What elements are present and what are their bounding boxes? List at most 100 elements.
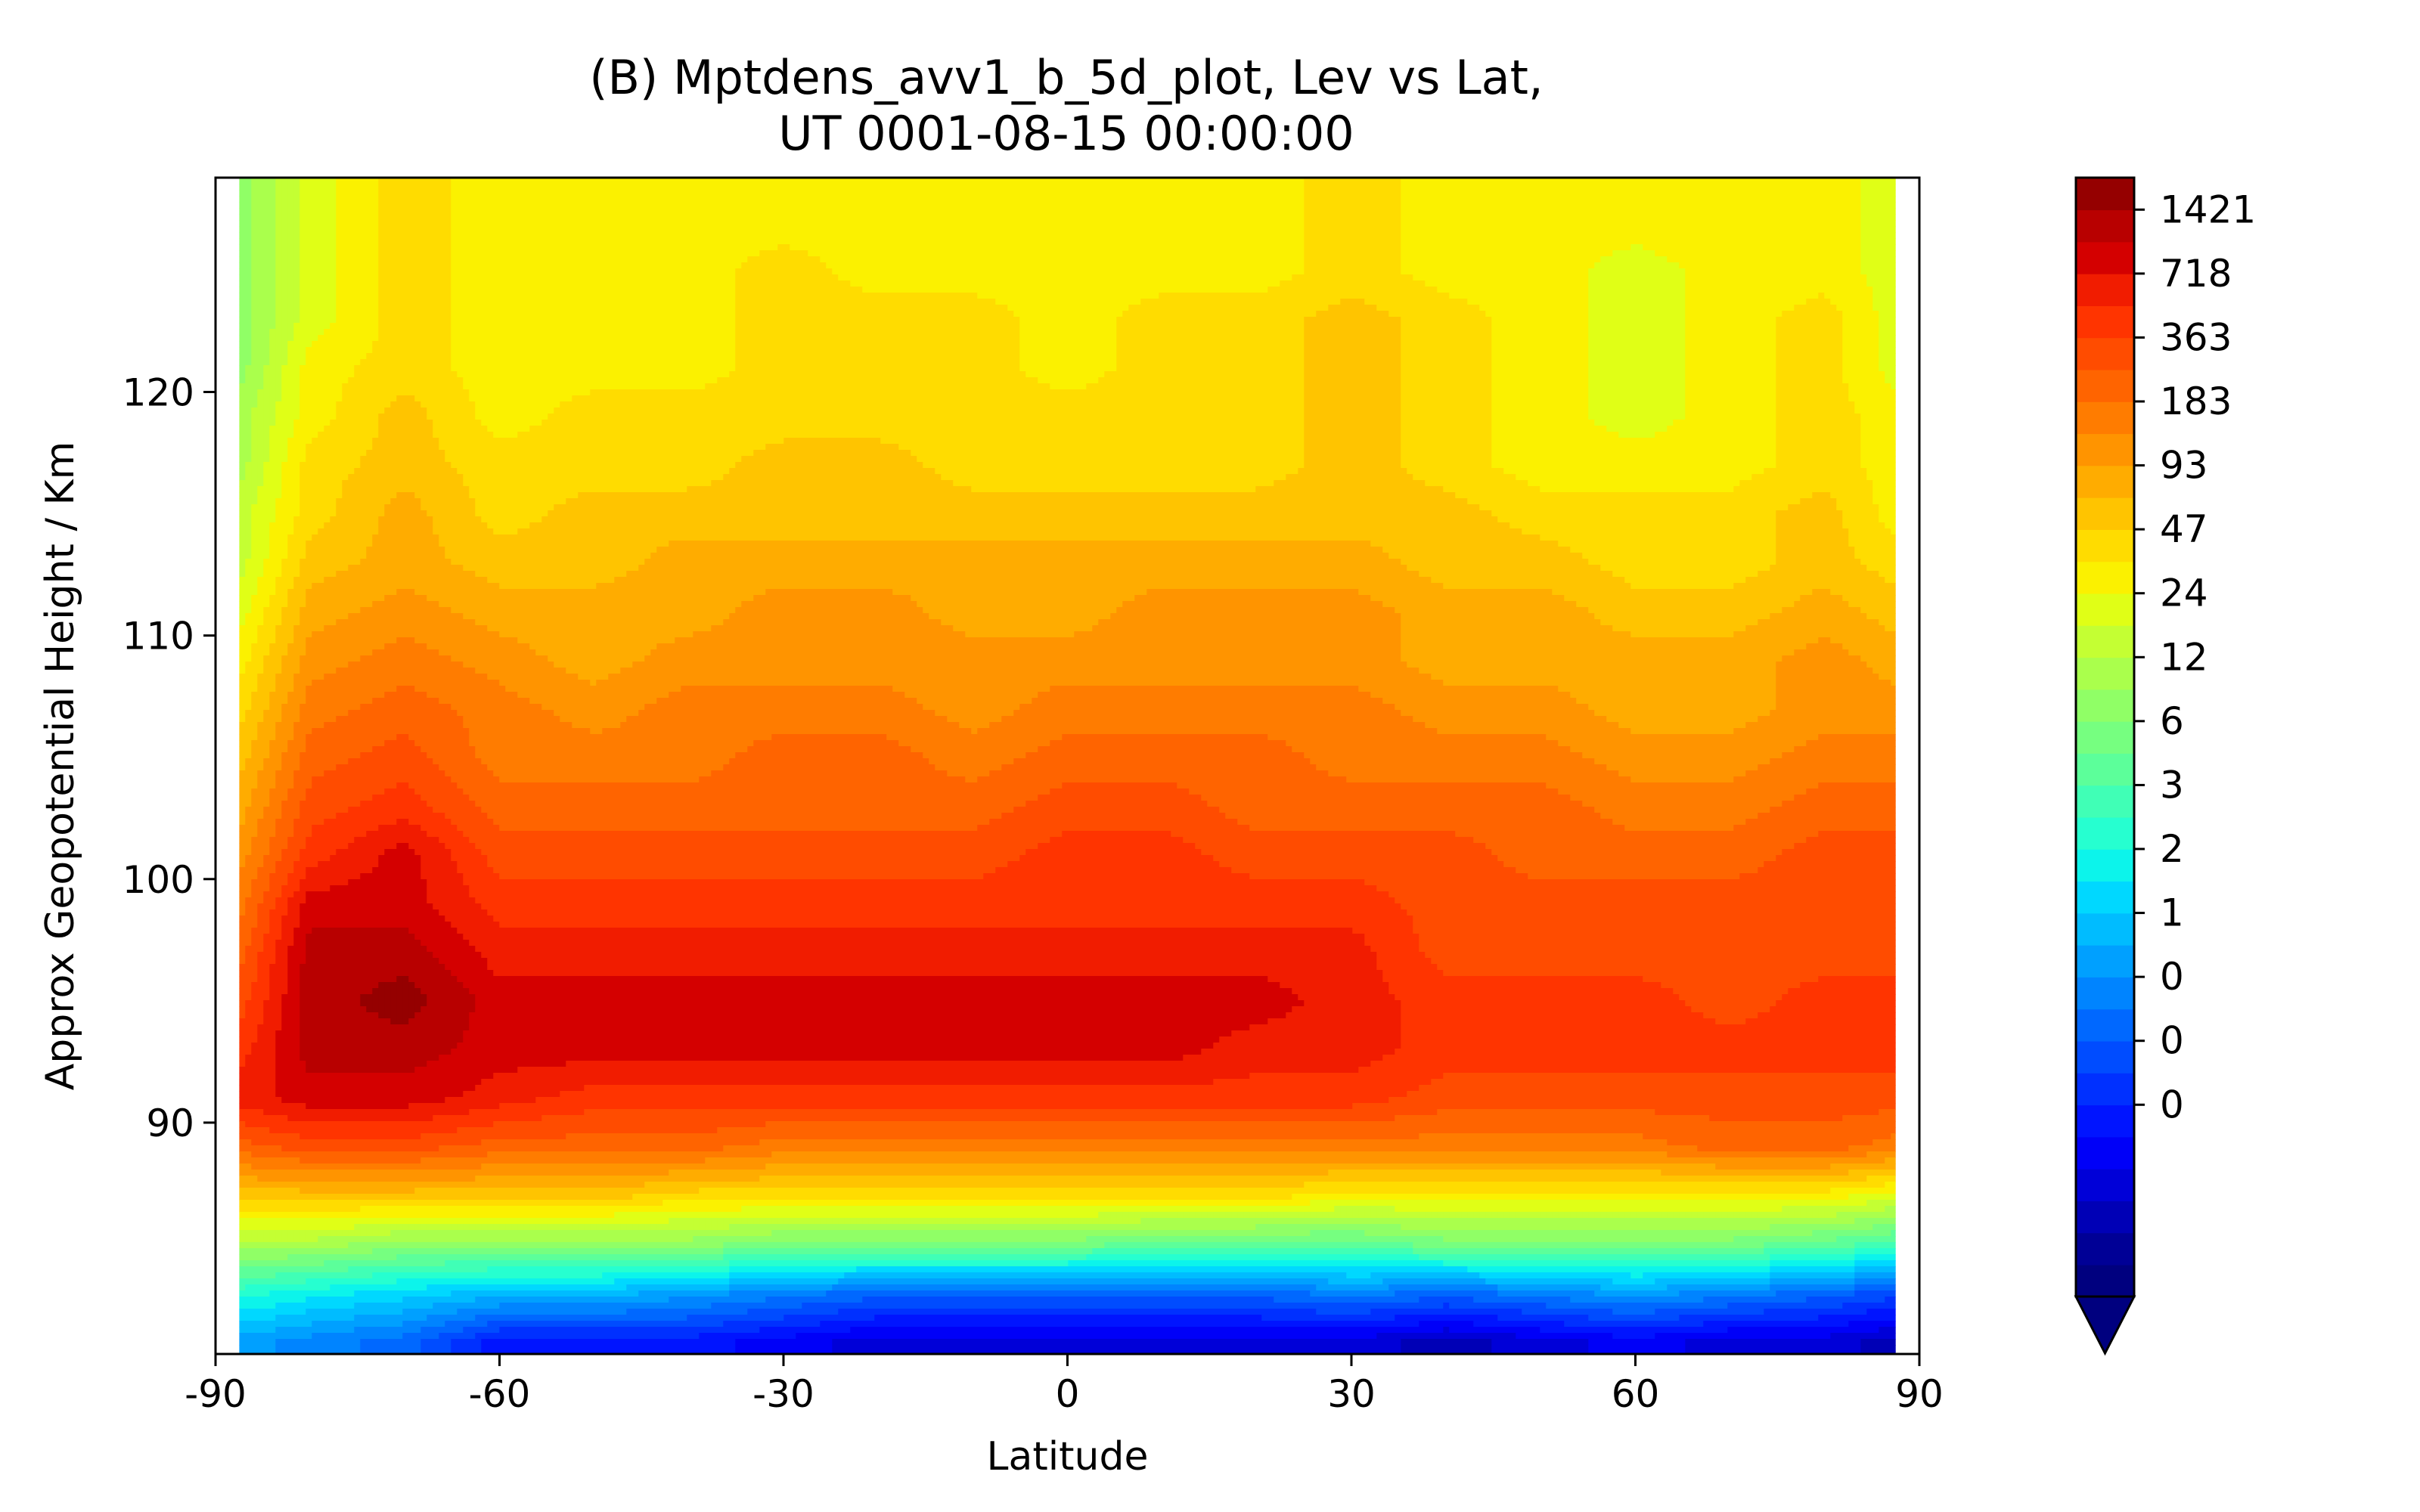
- contour-cell: [1413, 220, 1419, 227]
- contour-cell: [759, 202, 766, 209]
- contour-cell: [1225, 238, 1232, 245]
- contour-cell: [632, 208, 639, 215]
- contour-cell: [1128, 208, 1135, 215]
- contour-cell: [1340, 226, 1347, 233]
- contour-cell: [705, 190, 712, 197]
- contour-cell: [796, 238, 802, 245]
- contour-cell: [1419, 238, 1426, 245]
- contour-cell: [1431, 256, 1438, 263]
- contour-cell: [318, 244, 324, 251]
- contour-cell: [729, 244, 736, 251]
- contour-cell: [469, 220, 476, 227]
- contour-cell: [1340, 232, 1347, 239]
- contour-cell: [1286, 244, 1292, 251]
- contour-cell: [947, 244, 954, 251]
- contour-cell: [535, 244, 542, 251]
- contour-cell: [1092, 244, 1099, 251]
- contour-cell: [886, 232, 893, 239]
- contour-cell: [1298, 208, 1305, 215]
- contour-cell: [1116, 238, 1123, 245]
- contour-cell: [1153, 190, 1159, 197]
- contour-cell: [1824, 190, 1831, 197]
- contour-cell: [1140, 202, 1147, 209]
- contour-cell: [1885, 184, 1891, 191]
- contour-cell: [1201, 208, 1208, 215]
- contour-cell: [1455, 190, 1462, 197]
- contour-cell: [1388, 196, 1395, 203]
- contour-cell: [759, 196, 766, 203]
- contour-cell: [1219, 196, 1226, 203]
- contour-cell: [1310, 184, 1317, 191]
- contour-cell: [1788, 208, 1795, 215]
- contour-cell: [548, 220, 554, 227]
- contour-cell: [620, 256, 627, 263]
- contour-cell: [596, 244, 603, 251]
- contour-cell: [511, 220, 518, 227]
- contour-cell: [318, 190, 324, 197]
- contour-cell: [1703, 232, 1710, 239]
- contour-cell: [306, 250, 312, 257]
- contour-cell: [923, 214, 929, 221]
- contour-cell: [723, 232, 730, 239]
- contour-cell: [402, 268, 409, 275]
- contour-cell: [414, 238, 421, 245]
- contour-cell: [1485, 244, 1492, 251]
- contour-cell: [1255, 214, 1262, 221]
- contour-cell: [935, 250, 942, 257]
- contour-cell: [1546, 262, 1553, 269]
- contour-cell: [1630, 220, 1637, 227]
- contour-cell: [602, 268, 609, 275]
- contour-cell: [457, 238, 464, 245]
- contour-cell: [1830, 250, 1837, 257]
- contour-cell: [348, 214, 355, 221]
- contour-cell: [1352, 250, 1359, 257]
- contour-cell: [1201, 190, 1208, 197]
- contour-cell: [1697, 184, 1704, 191]
- contour-cell: [1558, 214, 1565, 221]
- contour-cell: [1612, 232, 1619, 239]
- contour-cell: [1782, 244, 1789, 251]
- contour-cell: [1153, 238, 1159, 245]
- contour-cell: [1159, 208, 1165, 215]
- contour-cell: [1146, 184, 1153, 191]
- contour-cell: [1074, 184, 1081, 191]
- contour-cell: [1721, 238, 1728, 245]
- contour-cell: [741, 238, 748, 245]
- contour-cell: [1649, 220, 1655, 227]
- contour-cell: [1207, 238, 1214, 245]
- contour-cell: [886, 202, 893, 209]
- contour-cell: [1104, 238, 1111, 245]
- contour-cell: [911, 238, 917, 245]
- contour-cell: [669, 226, 675, 233]
- contour-cell: [360, 268, 367, 275]
- contour-cell: [1600, 262, 1607, 269]
- contour-cell: [687, 184, 693, 191]
- contour-cell: [977, 208, 984, 215]
- contour-cell: [523, 232, 530, 239]
- contour-cell: [862, 220, 869, 227]
- contour-cell: [1691, 238, 1698, 245]
- contour-cell: [245, 190, 252, 197]
- contour-cell: [1286, 256, 1292, 263]
- contour-cell: [675, 250, 681, 257]
- contour-cell: [765, 262, 772, 269]
- contour-cell: [390, 250, 397, 257]
- contour-cell: [360, 184, 367, 191]
- contour-cell: [1503, 190, 1510, 197]
- contour-cell: [1503, 262, 1510, 269]
- contour-cell: [777, 214, 784, 221]
- contour-cell: [596, 214, 603, 221]
- contour-cell: [560, 262, 566, 269]
- contour-cell: [1564, 244, 1571, 251]
- contour-cell: [856, 238, 863, 245]
- contour-cell: [378, 244, 385, 251]
- contour-cell: [1298, 190, 1305, 197]
- contour-cell: [475, 208, 482, 215]
- contour-cell: [874, 196, 881, 203]
- contour-cell: [1709, 184, 1716, 191]
- contour-cell: [1050, 262, 1056, 269]
- contour-cell: [1733, 208, 1740, 215]
- contour-cell: [1564, 184, 1571, 191]
- contour-cell: [759, 208, 766, 215]
- contour-cell: [1570, 184, 1577, 191]
